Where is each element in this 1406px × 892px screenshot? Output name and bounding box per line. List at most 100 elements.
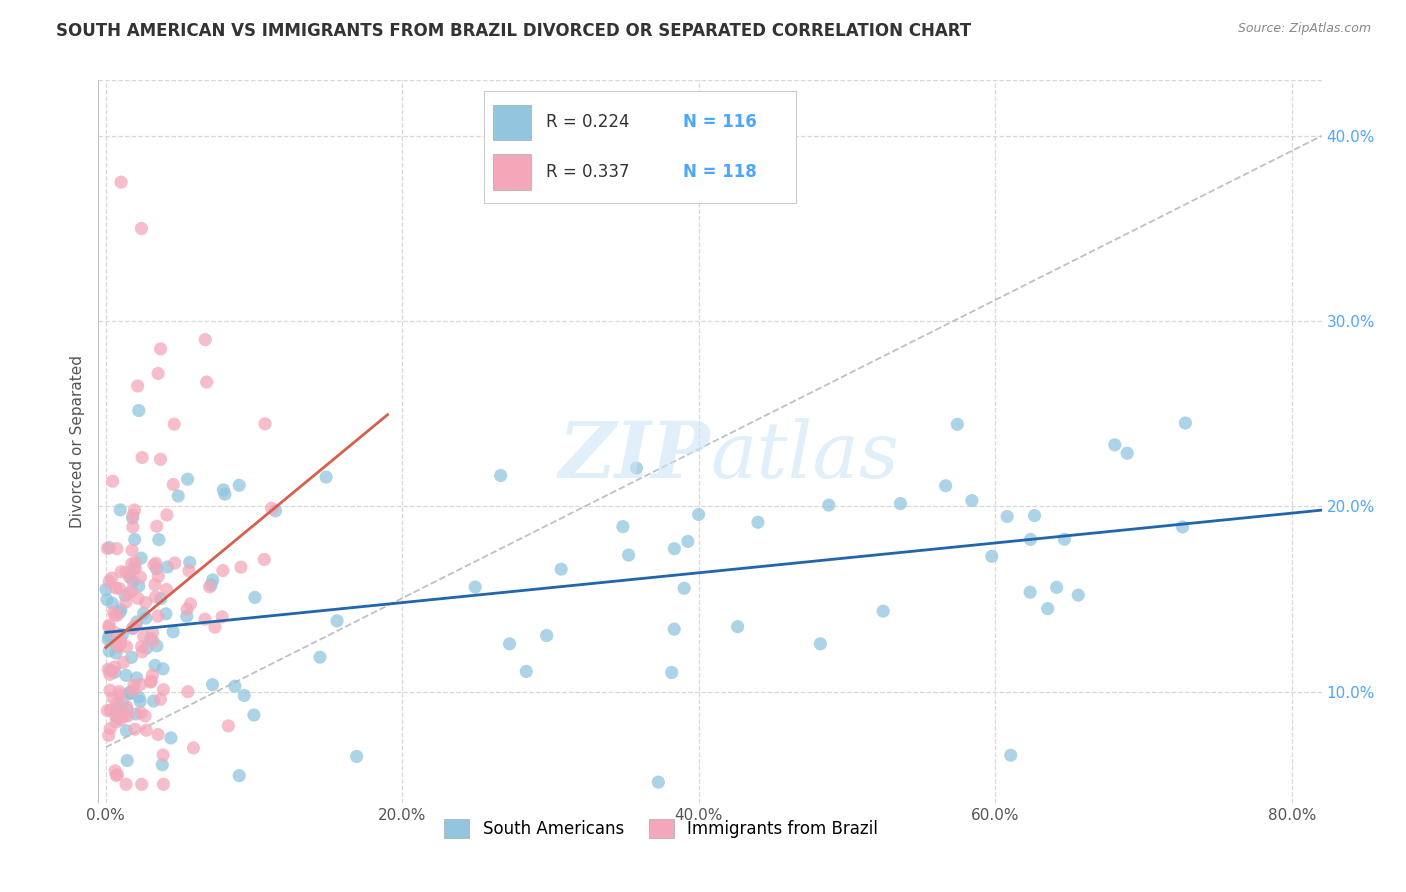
Point — [142, 558, 165, 572]
Point — [260, 501, 283, 516]
Point — [131, 777, 153, 791]
Point — [198, 580, 221, 594]
Point — [217, 719, 239, 733]
Point — [243, 591, 266, 605]
Point — [115, 699, 138, 714]
Point — [817, 498, 839, 512]
Point — [617, 548, 640, 562]
Point — [98, 667, 121, 681]
Point — [107, 767, 129, 781]
Legend: South Americans, Immigrants from Brazil: South Americans, Immigrants from Brazil — [437, 813, 884, 845]
Point — [105, 541, 128, 556]
Point — [177, 564, 200, 578]
Point — [254, 417, 277, 431]
Point — [146, 727, 169, 741]
Point — [118, 568, 141, 582]
Point — [125, 707, 148, 722]
Point — [115, 668, 138, 682]
Point — [125, 618, 148, 632]
Point — [664, 622, 686, 636]
Point — [122, 683, 145, 698]
Point — [115, 723, 138, 738]
Point — [121, 650, 143, 665]
Point — [108, 684, 131, 698]
Point — [124, 561, 146, 575]
Point — [127, 379, 149, 393]
Point — [112, 656, 135, 670]
Point — [143, 577, 166, 591]
Point — [872, 604, 894, 618]
Point — [127, 591, 149, 606]
Point — [94, 582, 117, 597]
Y-axis label: Divorced or Separated: Divorced or Separated — [69, 355, 84, 528]
Point — [673, 582, 696, 596]
Point — [515, 665, 537, 679]
Point — [228, 769, 250, 783]
Point — [149, 591, 172, 606]
Point — [183, 740, 205, 755]
Point — [142, 634, 165, 648]
Point — [149, 342, 172, 356]
Point — [122, 678, 145, 692]
Point — [143, 658, 166, 673]
Point — [139, 632, 162, 646]
Point — [110, 708, 132, 723]
Point — [104, 626, 127, 640]
Point — [96, 704, 118, 718]
Point — [105, 646, 128, 660]
Point — [115, 777, 138, 791]
Point — [122, 621, 145, 635]
Point — [152, 682, 174, 697]
Point — [152, 777, 174, 791]
Point — [108, 503, 131, 517]
Point — [326, 614, 349, 628]
Point — [101, 690, 124, 705]
Point — [1067, 588, 1090, 602]
Point — [550, 562, 572, 576]
Point — [661, 665, 683, 680]
Point — [146, 639, 169, 653]
Point — [122, 574, 145, 589]
Point — [228, 478, 250, 492]
Point — [125, 671, 148, 685]
Point — [97, 662, 120, 676]
Point — [935, 479, 957, 493]
Point — [97, 620, 120, 634]
Point — [1171, 520, 1194, 534]
Point — [156, 508, 179, 522]
Point — [98, 574, 121, 589]
Point — [176, 602, 198, 616]
Point — [149, 692, 172, 706]
Point — [626, 461, 648, 475]
Point — [104, 607, 127, 622]
Point — [162, 477, 184, 491]
Point — [105, 696, 128, 710]
Point — [101, 571, 124, 585]
Point — [105, 608, 128, 623]
Point — [129, 570, 152, 584]
Point — [808, 637, 831, 651]
Point — [103, 660, 125, 674]
Point — [960, 493, 983, 508]
Point — [612, 519, 634, 533]
Point — [141, 674, 163, 689]
Point — [200, 578, 222, 592]
Point — [114, 589, 136, 603]
Point — [97, 728, 120, 742]
Point — [129, 677, 152, 691]
Point — [676, 534, 699, 549]
Point — [946, 417, 969, 432]
Point — [118, 685, 141, 699]
Point — [179, 597, 201, 611]
Point — [747, 516, 769, 530]
Point — [135, 641, 157, 656]
Point — [1036, 601, 1059, 615]
Point — [204, 620, 226, 634]
Point — [128, 403, 150, 417]
Point — [96, 541, 118, 556]
Point — [1024, 508, 1046, 523]
Point — [107, 640, 129, 654]
Point — [995, 509, 1018, 524]
Point — [498, 637, 520, 651]
Point — [1116, 446, 1139, 460]
